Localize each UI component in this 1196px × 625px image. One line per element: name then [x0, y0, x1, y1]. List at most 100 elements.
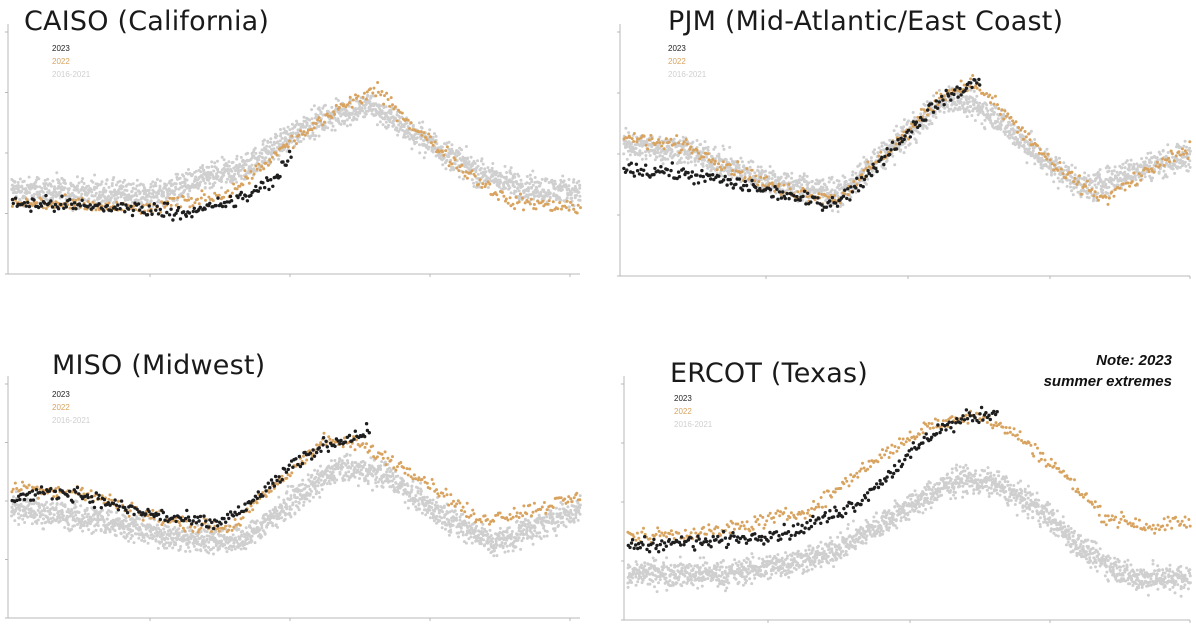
data-point [889, 148, 893, 152]
data-point [1152, 170, 1156, 174]
data-point [123, 210, 127, 214]
data-point [1174, 154, 1178, 158]
data-point [1058, 179, 1062, 183]
data-point [356, 94, 360, 98]
data-point [1028, 138, 1032, 142]
data-point [885, 147, 889, 151]
data-point [985, 92, 989, 95]
data-point [45, 187, 48, 191]
data-point [871, 162, 875, 166]
data-point [1074, 185, 1078, 189]
data-point [973, 78, 977, 82]
data-point [17, 523, 21, 526]
data-point [943, 98, 947, 102]
data-point [824, 205, 829, 209]
data-point [361, 95, 365, 99]
data-point [115, 207, 119, 211]
data-point [1053, 172, 1057, 176]
data-point [1182, 144, 1186, 148]
data-point [528, 182, 532, 186]
data-point [644, 163, 648, 167]
data-point [1003, 132, 1007, 136]
data-point [644, 143, 648, 147]
data-point [93, 173, 97, 177]
data-point [685, 142, 689, 146]
data-point [662, 147, 666, 151]
data-point [625, 136, 629, 140]
data-point [330, 105, 334, 109]
data-point [172, 199, 176, 203]
data-point [637, 137, 641, 141]
data-point [263, 159, 267, 163]
data-point [427, 132, 431, 136]
data-point [534, 185, 538, 189]
data-point [1052, 180, 1056, 184]
data-point [530, 186, 533, 190]
data-point [467, 163, 471, 166]
data-point [560, 207, 563, 211]
data-point [1119, 170, 1122, 174]
data-point [782, 183, 786, 187]
data-point [365, 90, 369, 94]
data-point [339, 122, 343, 126]
data-point [508, 169, 512, 173]
data-point [156, 212, 161, 216]
data-point [975, 86, 979, 90]
data-point [1059, 173, 1062, 177]
data-point [1162, 164, 1166, 167]
data-point [55, 502, 59, 505]
data-point [959, 97, 963, 101]
data-point [495, 171, 499, 175]
data-point [1168, 160, 1171, 164]
data-point [442, 156, 446, 160]
data-point [113, 188, 117, 192]
data-point [252, 154, 256, 158]
data-point [754, 185, 758, 190]
data-point [1110, 172, 1114, 176]
data-point [879, 150, 883, 154]
data-point [932, 94, 936, 98]
data-point [427, 145, 431, 149]
data-point [657, 138, 661, 142]
data-point [966, 105, 970, 109]
data-point [316, 118, 320, 122]
data-point [695, 139, 699, 142]
data-point [227, 175, 231, 179]
data-point [397, 130, 401, 133]
data-point [227, 172, 231, 176]
data-point [1150, 179, 1153, 183]
data-point [1124, 181, 1128, 185]
data-point [532, 197, 536, 201]
data-point [710, 165, 714, 169]
data-point [148, 191, 151, 195]
data-point [265, 176, 269, 180]
data-point [914, 141, 918, 145]
data-point [711, 158, 715, 161]
data-point [433, 140, 437, 144]
data-point [1127, 168, 1131, 172]
data-point [131, 208, 136, 213]
data-point [527, 186, 530, 190]
data-point [998, 112, 1002, 116]
data-point [1139, 163, 1143, 167]
data-point [784, 176, 788, 180]
data-point [1123, 170, 1127, 174]
data-point [235, 180, 239, 184]
data-point [837, 179, 841, 183]
data-point [13, 184, 17, 188]
data-point [526, 196, 530, 200]
data-point [43, 185, 47, 189]
data-point [13, 180, 17, 184]
data-point [146, 209, 150, 213]
data-point [1073, 166, 1077, 170]
data-point [720, 163, 724, 167]
data-point [175, 198, 179, 202]
data-point [696, 181, 701, 185]
data-point [531, 183, 535, 187]
data-point [1171, 155, 1175, 159]
data-point [63, 202, 67, 206]
data-point [220, 186, 223, 190]
data-point [149, 195, 153, 199]
data-point [167, 213, 172, 217]
data-point [511, 202, 515, 206]
